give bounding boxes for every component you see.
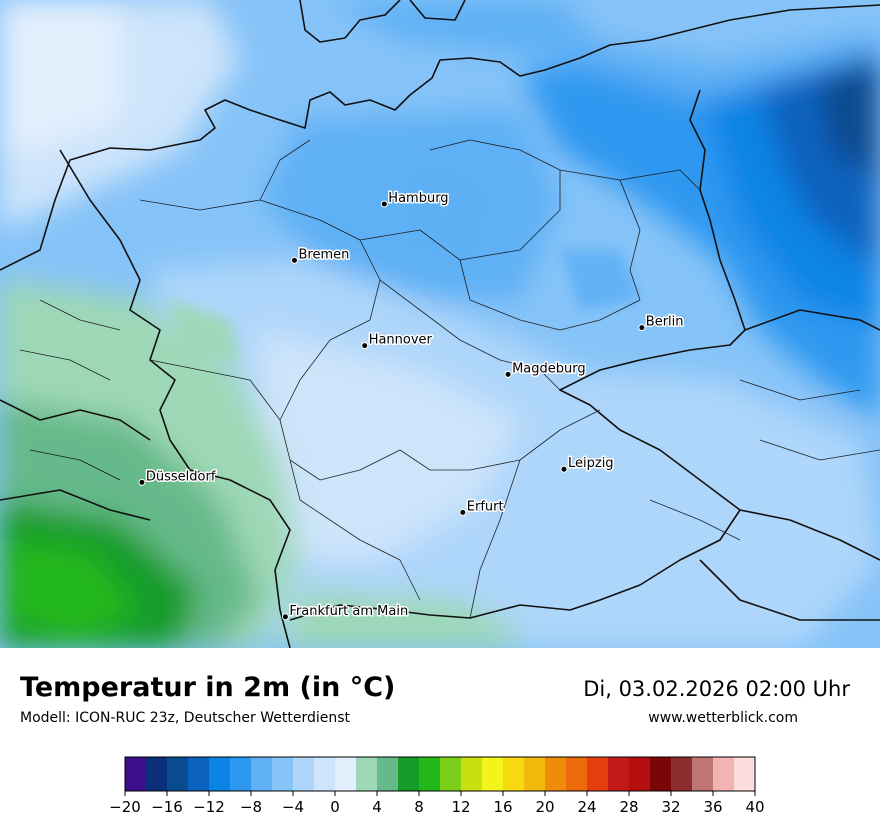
legend-tick-label: 24 [577, 798, 596, 816]
legend-bin [419, 757, 441, 791]
legend-color-bins [125, 757, 756, 791]
city-label: Erfurt [467, 499, 504, 514]
legend-frame [124, 756, 756, 792]
city-marker [291, 256, 298, 264]
legend-bin [188, 757, 210, 791]
city-marker [361, 342, 369, 350]
legend-bin [629, 757, 651, 791]
city-markers: Hamburg Bremen Berlin Hannover Magdeburg Düss… [138, 190, 685, 621]
legend-tick-label: 36 [703, 798, 722, 816]
legend-bin [692, 757, 714, 791]
legend-bin [440, 757, 462, 791]
legend-tick-label: −16 [151, 798, 183, 816]
city-label: Leipzig [568, 456, 614, 471]
legend-bin [251, 757, 273, 791]
temperature-map: Hamburg Bremen Berlin Hannover Magdeburg Düss… [0, 0, 880, 648]
legend-bin [608, 757, 630, 791]
legend-bin [482, 757, 504, 791]
legend-bin [461, 757, 483, 791]
website-link[interactable]: www.wetterblick.com [648, 710, 798, 726]
city-marker [504, 370, 512, 378]
legend-bin [125, 757, 147, 791]
legend-bin [734, 757, 756, 791]
city-label: Düsseldorf [146, 469, 216, 484]
city-label: Berlin [646, 315, 684, 330]
legend-bin [503, 757, 525, 791]
legend-tick-label: 40 [745, 798, 764, 816]
legend-tick-label: 16 [493, 798, 512, 816]
state-borders [19, 139, 880, 619]
legend-bin [167, 757, 189, 791]
model-info: Modell: ICON-RUC 23z, Deutscher Wetterdi… [20, 710, 351, 726]
legend-bin [314, 757, 336, 791]
city-label: Magdeburg [512, 361, 586, 376]
legend-tick-label: 8 [414, 798, 424, 816]
city-marker [560, 465, 568, 473]
legend-tick-label: 0 [330, 798, 340, 816]
legend-ticks: −20 −16 −12 −8 −4 0 4 8 12 16 20 24 28 32 36 40 [109, 791, 765, 816]
legend-tick-label: 28 [619, 798, 638, 816]
legend-bin [545, 757, 567, 791]
legend-bin [335, 757, 357, 791]
legend-bin [587, 757, 609, 791]
legend-bin [524, 757, 546, 791]
legend-bin [293, 757, 315, 791]
forecast-datetime: Di, 03.02.2026 02:00 Uhr [583, 677, 850, 701]
legend-bin [230, 757, 252, 791]
city-marker [281, 613, 289, 621]
country-borders [0, 0, 880, 648]
legend-bin [566, 757, 588, 791]
legend-bin [398, 757, 420, 791]
city-marker [138, 478, 146, 486]
city-marker [459, 508, 467, 516]
temperature-field [0, 0, 880, 648]
city-label: Hamburg [388, 191, 448, 206]
city-label: Hannover [369, 333, 433, 348]
legend-bin [272, 757, 294, 791]
legend-bin [671, 757, 693, 791]
legend-tick-label: −8 [240, 798, 262, 816]
map-title: Temperatur in 2m (in °C) [20, 672, 396, 703]
city-label: Frankfurt am Main [289, 604, 408, 619]
legend-tick-label: 32 [661, 798, 680, 816]
legend-bin [209, 757, 231, 791]
legend-bin [713, 757, 735, 791]
legend-tick-label: −20 [109, 798, 141, 816]
legend-tick-label: 20 [535, 798, 554, 816]
legend-tick-label: −4 [282, 798, 304, 816]
legend-tick-label: 12 [451, 798, 470, 816]
city-label: Bremen [299, 247, 350, 262]
legend-tick-label: −12 [193, 798, 225, 816]
legend-bin [650, 757, 672, 791]
legend-tick-label: 4 [372, 798, 382, 816]
legend-bin [356, 757, 378, 791]
legend-bin [146, 757, 168, 791]
legend-bin [377, 757, 399, 791]
city-marker [638, 324, 646, 332]
city-marker [380, 200, 388, 208]
color-legend: −20 −16 −12 −8 −4 0 4 8 12 16 20 24 28 32 36 40 [109, 756, 765, 816]
